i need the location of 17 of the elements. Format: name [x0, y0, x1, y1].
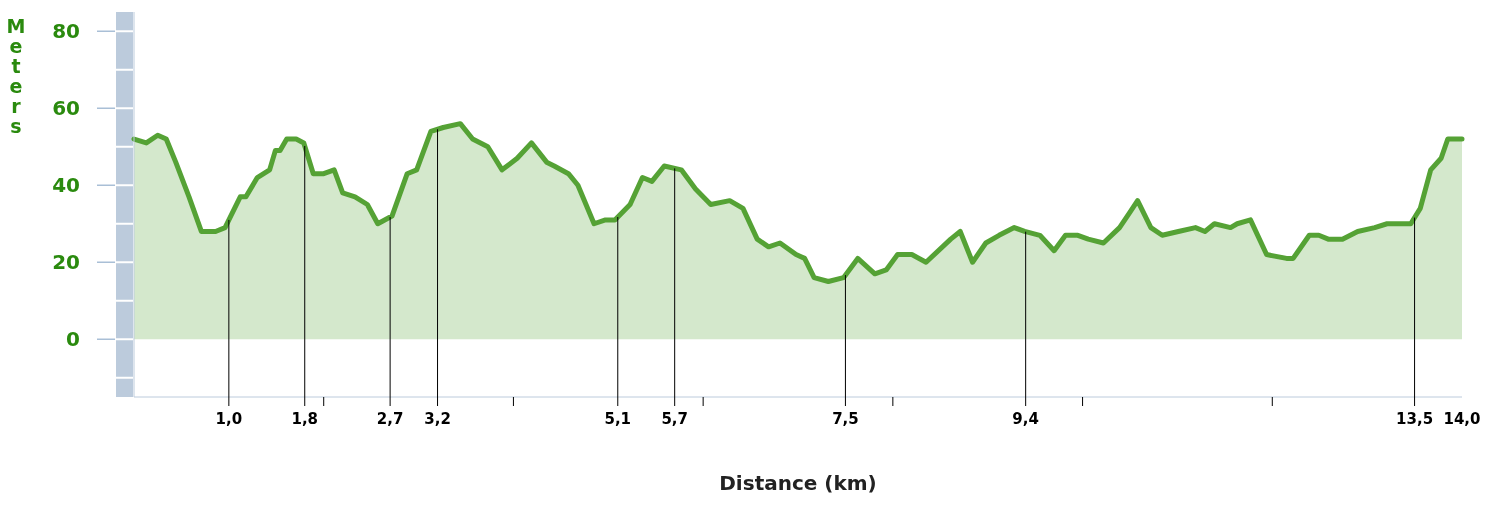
y-axis-title: Meters — [6, 15, 26, 137]
x-tick-label: 5,7 — [661, 410, 688, 428]
x-tick-label: 1,0 — [215, 410, 243, 428]
x-tick-label: 2,7 — [376, 410, 404, 428]
x-tick-label: 5,1 — [604, 410, 632, 428]
x-tick-label: 7,5 — [832, 410, 859, 428]
y-tick-label: 0 — [66, 327, 80, 352]
y-tick-label: 60 — [52, 96, 80, 121]
x-tick-label: 3,2 — [424, 410, 451, 428]
y-tick-label: 40 — [52, 173, 80, 198]
x-tick-label: 1,8 — [291, 410, 319, 428]
y-tick-label: 80 — [52, 19, 80, 44]
y-tick-label: 20 — [52, 250, 80, 275]
x-axis-title: Distance (km) — [719, 471, 877, 495]
x-tick-label: 14,0 — [1443, 410, 1481, 428]
x-tick-label: 9,4 — [1012, 410, 1039, 428]
x-tick-label: 13,5 — [1396, 410, 1434, 428]
